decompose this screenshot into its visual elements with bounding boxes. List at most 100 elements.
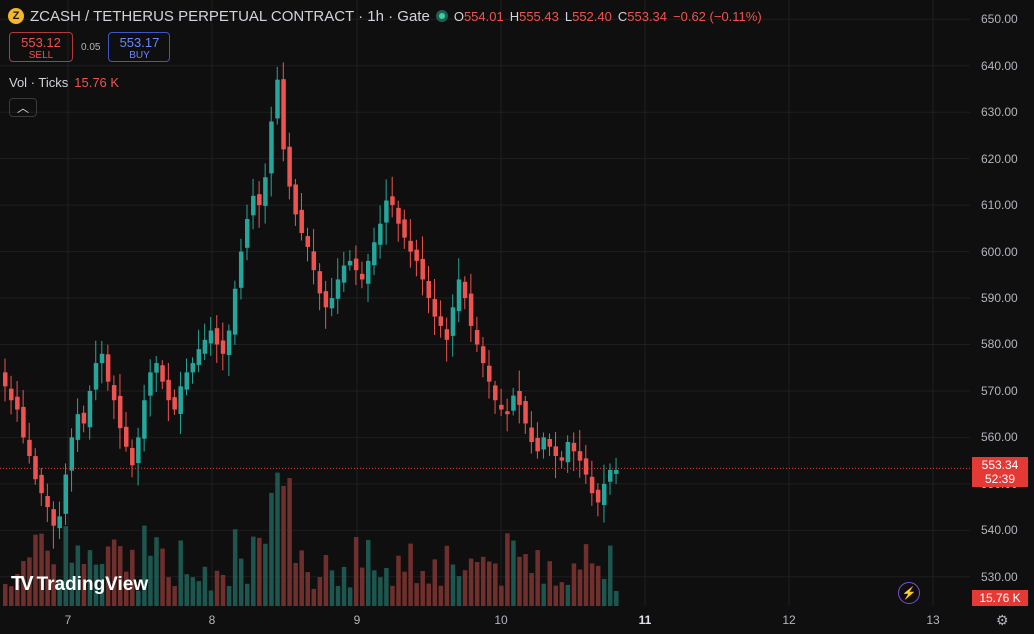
candle-body <box>559 457 565 461</box>
ohlc-key: O <box>453 8 464 24</box>
candle-body <box>517 390 522 405</box>
volume-bar <box>69 562 75 606</box>
candle-body <box>287 146 292 187</box>
ohlc-value: −0.62 (−0.11%) <box>673 8 762 24</box>
buy-button[interactable]: 553.17 BUY <box>108 32 171 62</box>
candle-body <box>499 404 504 410</box>
candle-body <box>408 240 413 252</box>
ohlc-value: 552.40 <box>572 8 612 24</box>
candle-body <box>220 340 226 354</box>
volume-bar <box>136 590 141 606</box>
lightning-icon[interactable]: ⚡ <box>898 582 920 604</box>
volume-bar <box>517 556 522 606</box>
volume-bar <box>505 533 510 606</box>
candle-body <box>366 260 371 284</box>
volume-bar <box>577 569 583 606</box>
volume-bar <box>359 567 365 606</box>
volume-bar <box>15 573 20 606</box>
volume-legend-label: Vol · Ticks <box>9 75 69 90</box>
volume-bar <box>105 546 111 606</box>
price-axis-label: 540.00 <box>981 523 1018 538</box>
candle-body <box>595 489 601 503</box>
volume-bar <box>27 557 32 606</box>
volume-bar <box>142 525 147 606</box>
candle-body <box>468 293 474 326</box>
volume-bar <box>468 558 474 606</box>
volume-bar <box>196 581 202 606</box>
volume-bar <box>226 586 232 606</box>
ohlc-value: 554.01 <box>463 8 504 24</box>
last-price-value: 553.34 <box>981 458 1019 472</box>
ohlc-values: O554.01 H555.43 L552.40 C553.34 −0.62 (−0.11… <box>454 9 762 24</box>
volume-bar <box>432 559 438 606</box>
volume-bar <box>275 472 280 606</box>
volume-bar <box>583 544 589 606</box>
brand-name: TradingView <box>36 573 149 595</box>
volume-bar <box>166 577 171 606</box>
candle-body <box>450 307 456 336</box>
volume-bar <box>117 546 123 606</box>
candle-body <box>432 299 438 317</box>
volume-bar <box>589 563 595 606</box>
candle-body <box>493 385 498 401</box>
candle-body <box>81 412 87 424</box>
candle-body <box>105 354 111 382</box>
volume-bar <box>559 582 565 606</box>
sell-label: SELL <box>28 50 54 61</box>
candle-body <box>99 353 105 364</box>
volume-bar <box>39 533 44 606</box>
candle-body <box>426 280 431 299</box>
candle-body <box>263 177 268 206</box>
volume-bar <box>601 578 607 606</box>
candle-body <box>335 279 341 299</box>
volume-bar <box>148 555 153 606</box>
candle-body <box>111 385 117 401</box>
sell-button[interactable]: 553.12 SELL <box>9 32 73 62</box>
volume-bar <box>287 478 292 606</box>
candle-body <box>275 79 280 119</box>
candle-body <box>601 483 607 505</box>
volume-bar <box>263 543 268 606</box>
candle-body <box>172 397 177 410</box>
volume-bar <box>208 590 214 606</box>
time-axis-label: 7 <box>64 613 72 627</box>
candle-body <box>329 298 335 309</box>
volume-bar <box>426 583 431 606</box>
collapse-legend-button[interactable]: ︿ <box>9 98 37 117</box>
volume-bar <box>63 526 68 606</box>
ohlc-item: −0.62 (−0.11%) <box>673 9 762 24</box>
candle-body <box>87 390 93 428</box>
candle-body <box>63 474 68 514</box>
volume-bar <box>281 485 286 606</box>
sell-price: 553.12 <box>21 35 61 50</box>
price-axis-label: 620.00 <box>981 151 1018 166</box>
volume-bar <box>184 574 189 606</box>
volume-bar <box>33 534 38 606</box>
symbol-title[interactable]: ZCASH / TETHERUS PERPETUAL CONTRACT · 1h… <box>30 7 430 25</box>
gear-icon[interactable]: ⚙ <box>996 612 1009 628</box>
candle-body <box>529 427 534 443</box>
tradingview-logo[interactable]: TV TradingView <box>11 573 148 596</box>
bar-countdown: 52:39 <box>984 472 1016 486</box>
volume-legend[interactable]: Vol · Ticks 15.76 K <box>9 75 119 90</box>
candle-body <box>214 328 220 345</box>
candle-body <box>608 469 613 482</box>
candle-body <box>39 474 44 494</box>
volume-bar <box>408 543 413 606</box>
candle-body <box>311 251 317 271</box>
candle-body <box>51 509 56 526</box>
volume-bar <box>57 581 62 606</box>
candle-body <box>148 372 153 396</box>
price-axis-label: 580.00 <box>981 337 1018 352</box>
volume-bar <box>396 555 401 606</box>
candle-body <box>154 363 159 373</box>
candle-body <box>384 200 389 223</box>
ohlc-key: C <box>617 8 628 24</box>
volume-bar <box>232 529 238 606</box>
candle-body <box>359 273 365 280</box>
candle-body <box>511 395 516 411</box>
buy-label: BUY <box>129 50 150 61</box>
market-status-icon[interactable] <box>435 10 448 22</box>
volume-bar <box>124 571 129 606</box>
